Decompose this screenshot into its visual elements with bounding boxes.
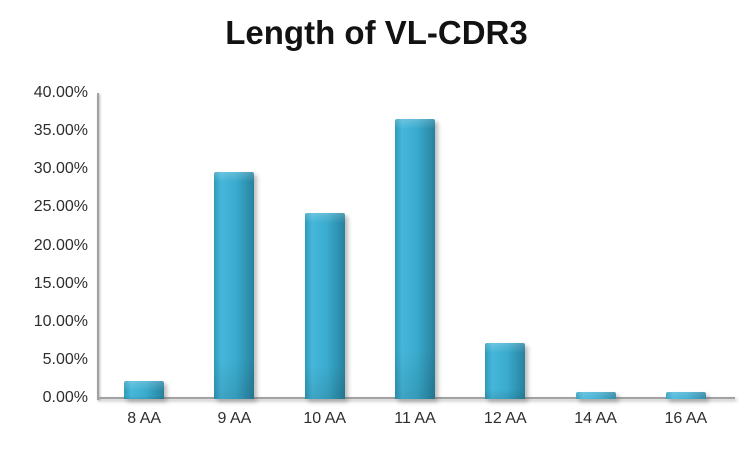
x-label-16-aa: 16 AA — [664, 410, 708, 427]
y-tick-label-30: 30.00% — [33, 160, 88, 178]
y-tick-label-35: 35.00% — [33, 122, 88, 140]
x-label-10-aa: 10 AA — [303, 410, 347, 427]
x-label-12-aa: 12 AA — [483, 410, 527, 427]
bar-12-aa — [485, 343, 526, 399]
x-label-11-aa: 11 AA — [394, 410, 436, 427]
y-tick-label-40: 40.00% — [33, 84, 88, 101]
x-label-9-aa: 9 AA — [217, 410, 252, 427]
bar-9-aa — [214, 172, 255, 399]
x-label-8-aa: 8 AA — [127, 410, 162, 427]
bar-14-aa — [575, 391, 616, 399]
bar-10-aa — [304, 213, 345, 399]
y-tick-label-10: 10.00% — [33, 312, 88, 330]
bar-11-aa — [395, 118, 435, 399]
bar-16-aa — [665, 391, 706, 399]
y-tick-label-20: 20.00% — [33, 236, 88, 254]
y-tick-label-0: 0.00% — [42, 389, 88, 406]
bar-8-aa — [124, 381, 165, 399]
y-axis-line — [97, 93, 99, 400]
y-tick-label-25: 25.00% — [33, 198, 88, 216]
y-tick-label-5: 5.00% — [42, 350, 88, 368]
chart-title: Length of VL-CDR3 — [225, 14, 528, 51]
y-tick-label-15: 15.00% — [33, 274, 88, 292]
x-label-14-aa: 14 AA — [574, 410, 617, 427]
